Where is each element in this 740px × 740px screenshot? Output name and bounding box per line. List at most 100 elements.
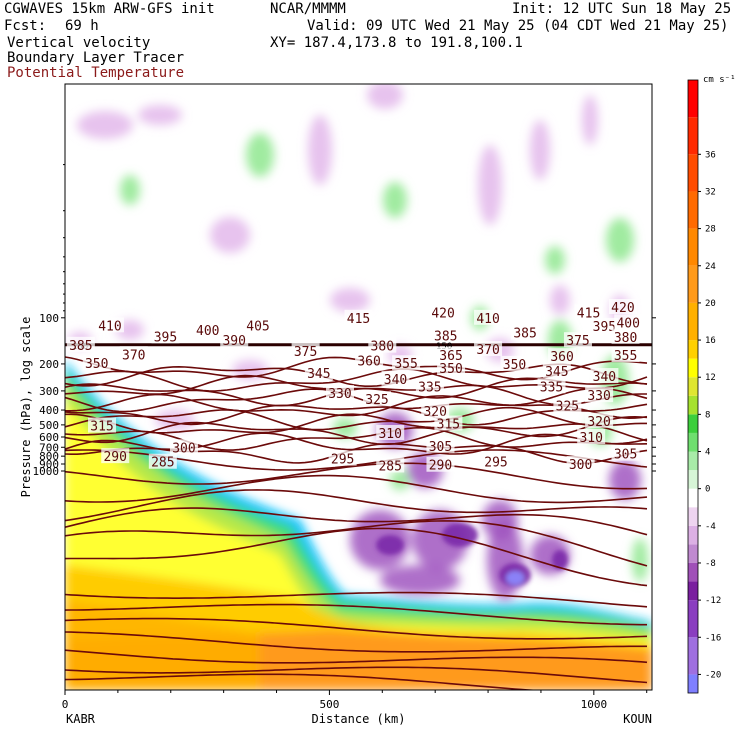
downdraft-blob-weak: [138, 105, 182, 125]
isentrope-label-bg: [328, 450, 357, 466]
colorbar-tick-label: 4: [705, 448, 710, 458]
vertical-velocity-core: [376, 523, 568, 587]
bl-tracer-shading: [65, 360, 652, 690]
downdraft-blob-weak: [582, 95, 598, 145]
y-tick-label: 900: [39, 458, 59, 471]
colorbar-tick-label: 32: [705, 187, 716, 197]
colorbar-tick-label: -20: [705, 670, 721, 680]
isentrope-label-395: 395: [154, 330, 177, 345]
isentrope-label-385: 385: [513, 327, 536, 342]
isentrope-label-420: 420: [611, 301, 634, 316]
colorbar-tick-label: 36: [705, 150, 716, 160]
isentrope-label-385: 385: [434, 329, 457, 344]
isentrope-315: [65, 591, 648, 608]
updraft-blob: [246, 133, 274, 177]
isentrope-label-bg: [563, 332, 592, 348]
isentrope-label-bg: [614, 314, 643, 330]
y-tick-label: 1000: [33, 465, 60, 478]
isentrope-label-290: 290: [103, 450, 126, 465]
colorbar-bin: [688, 117, 698, 155]
isentrope-345: [65, 462, 648, 490]
isentrope-label-405: 405: [246, 319, 269, 334]
isentrope-390: [65, 393, 648, 420]
isentrope-label-310: 310: [579, 431, 602, 446]
colorbar-tick-label: -16: [705, 633, 721, 643]
isentrope-label-bg: [574, 304, 603, 320]
isentrope-label-bg: [611, 445, 640, 461]
downdraft-blob-weak: [308, 115, 332, 185]
colorbar-bin: [688, 432, 698, 452]
init-time: Init: 12 UTC Sun 18 May 25: [512, 1, 732, 17]
isentrope-label-340: 340: [593, 370, 616, 385]
downdraft-core: [552, 550, 568, 570]
isentrope-label-bg: [474, 341, 503, 357]
isentrope-label-395: 395: [593, 320, 616, 335]
isentrope-label-410: 410: [476, 312, 499, 327]
updraft-blob: [606, 218, 634, 262]
isentrope-label-bg: [244, 317, 273, 333]
isentrope-310: [65, 603, 647, 626]
isentrope-385: [65, 403, 648, 426]
isentrope-label-bg: [392, 355, 421, 371]
isentrope-label-bg: [611, 347, 640, 363]
colorbar-tick-label: -4: [705, 522, 716, 532]
isentrope-label-340: 340: [384, 373, 407, 388]
isentrope-label-415: 415: [577, 306, 600, 321]
isentrope-label-bg: [193, 321, 222, 337]
isentrope-label-bg: [368, 337, 397, 353]
colorbar-bin: [688, 377, 698, 396]
isentrope-label-bg: [437, 360, 466, 376]
isentrope-label-305: 305: [429, 440, 452, 455]
isentrope-395: [65, 387, 648, 413]
isentrope-label-bg: [148, 453, 177, 469]
isentrope-label-315: 315: [437, 418, 460, 433]
isentrope-380: [65, 406, 647, 431]
y-tick-label: 400: [39, 404, 59, 417]
isentrope-label-315: 315: [90, 420, 113, 435]
isentrope-label-285: 285: [151, 456, 174, 471]
isentrope-295: [65, 649, 648, 664]
y-tick-label: 200: [39, 358, 59, 371]
colorbar-bin: [688, 637, 698, 675]
colorbar-tick-label: 12: [705, 373, 716, 383]
isentrope-label-370: 370: [122, 348, 145, 363]
isentrope-335: [65, 489, 648, 522]
isentrope-label-355: 355: [614, 349, 637, 364]
isentrope-label-bg: [434, 415, 463, 431]
field-label-vertical-velocity: Vertical velocity: [7, 35, 151, 51]
isentrope-label-bg: [421, 402, 450, 418]
valid-time: Valid: 09 UTC Wed 21 May 25 (04 CDT Wed …: [307, 18, 729, 34]
y-tick-label: 700: [39, 441, 59, 454]
isentrope-290: [65, 666, 648, 684]
y-tick-label: 500: [39, 419, 59, 432]
colorbar-bin: [688, 302, 698, 341]
isentrope-label-bg: [511, 324, 540, 340]
colorbar-bin: [688, 562, 698, 582]
plot-frame: [64, 83, 653, 691]
downdraft-blob-weak: [330, 288, 370, 312]
forecast-hour: 69 h: [65, 18, 99, 34]
isentrope-label-bg: [151, 328, 180, 344]
isentrope-label-345: 345: [307, 367, 330, 382]
isentrope-340: [65, 474, 648, 504]
isentrope-label-bg: [169, 439, 198, 455]
y-axis-title: Pressure (hPa), log scale: [19, 317, 33, 498]
colorbar-tick-label: 8: [705, 410, 710, 420]
colorbar-tick-label: 0: [705, 485, 710, 495]
colorbar-bin: [688, 451, 698, 471]
isentrope-label-bg: [611, 328, 640, 344]
updraft-blob: [120, 175, 140, 205]
colorbar-bin: [688, 358, 698, 378]
isentrope-label-335: 335: [418, 380, 441, 395]
colorbar-bin: [688, 191, 698, 229]
isentrope-label-375: 375: [294, 345, 317, 360]
isentrope-label-bg: [82, 355, 111, 371]
isentrope-label-420: 420: [431, 306, 454, 321]
isentrope-label-330: 330: [587, 389, 610, 404]
x-tick-label: 0: [62, 698, 69, 711]
y-tick-label: 800: [39, 450, 59, 463]
isentrope-365: [65, 426, 648, 451]
colorbar-bin: [688, 395, 698, 415]
isentrope-label-bg: [304, 365, 333, 381]
